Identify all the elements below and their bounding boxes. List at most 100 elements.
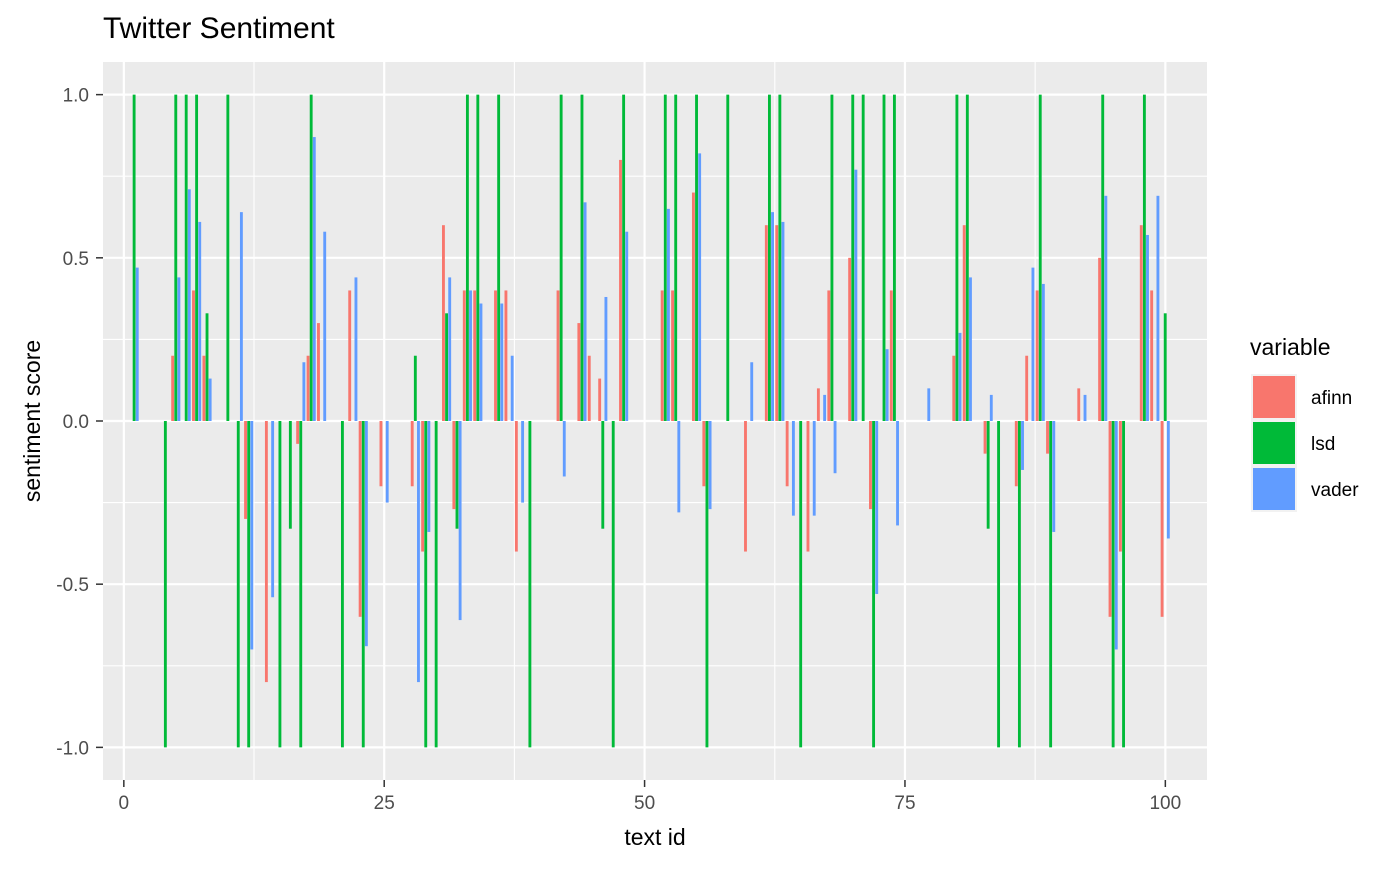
- bar-afinn-86: [1014, 421, 1018, 487]
- bar-vader-66: [812, 421, 816, 516]
- bar-afinn-96: [1118, 421, 1122, 552]
- bar-vader-28: [417, 421, 420, 683]
- bar-lsd-53: [674, 94, 678, 421]
- bar-lsd-21: [340, 421, 344, 748]
- bar-vader-67: [823, 394, 827, 421]
- bar-vader-1: [135, 267, 139, 421]
- bar-vader-80: [958, 332, 962, 421]
- bar-lsd-47: [611, 421, 615, 748]
- x-tick-label: 50: [634, 793, 655, 814]
- bar-afinn-19: [317, 323, 320, 421]
- bar-vader-63: [781, 221, 785, 421]
- y-tick-label: 1.0: [63, 86, 89, 107]
- bar-vader-77: [927, 388, 931, 421]
- bar-lsd-42: [559, 94, 563, 421]
- bar-lsd-6: [184, 94, 188, 421]
- bar-vader-8: [208, 378, 212, 421]
- bar-lsd-63: [778, 94, 782, 421]
- bar-vader-36: [500, 303, 504, 421]
- legend-swatch-vader: [1253, 468, 1295, 510]
- x-tick-label: 75: [894, 793, 915, 814]
- bar-lsd-100: [1163, 313, 1167, 421]
- bar-lsd-73: [882, 94, 886, 421]
- bar-afinn-55: [691, 192, 695, 421]
- bar-vader-17: [302, 362, 306, 421]
- bar-afinn-31: [442, 225, 445, 421]
- bar-vader-100: [1166, 421, 1170, 539]
- bar-lsd-72: [872, 421, 876, 748]
- bar-lsd-4: [163, 421, 167, 748]
- bar-vader-56: [708, 421, 712, 510]
- bar-vader-64: [791, 421, 795, 516]
- bar-vader-83: [989, 394, 993, 421]
- bar-afinn-53: [671, 290, 675, 421]
- bar-vader-18: [312, 137, 316, 421]
- bar-afinn-70: [848, 257, 852, 421]
- bar-lsd-23: [361, 421, 365, 748]
- bar-lsd-80: [955, 94, 959, 421]
- bar-lsd-39: [528, 421, 532, 748]
- x-axis-label: text id: [624, 824, 685, 850]
- bar-lsd-11: [236, 421, 240, 748]
- bar-afinn-98: [1139, 225, 1143, 421]
- x-tick-label: 25: [374, 793, 395, 814]
- bar-vader-6: [187, 189, 191, 421]
- bar-afinn-100: [1160, 421, 1164, 617]
- bar-afinn-17: [296, 421, 300, 444]
- bar-vader-95: [1114, 421, 1118, 650]
- bar-lsd-8: [205, 313, 209, 421]
- bar-lsd-31: [445, 313, 449, 421]
- bar-vader-31: [448, 277, 452, 421]
- bar-lsd-10: [226, 94, 230, 421]
- bar-afinn-52: [660, 290, 664, 421]
- bar-vader-48: [625, 231, 629, 421]
- y-tick-label: -1.0: [56, 738, 89, 759]
- bar-lsd-1: [132, 94, 136, 421]
- bar-afinn-63: [775, 225, 779, 421]
- bar-lsd-29: [424, 421, 428, 748]
- bar-afinn-87: [1025, 355, 1029, 421]
- x-tick-label: 0: [119, 793, 130, 814]
- bar-afinn-28: [410, 421, 414, 487]
- bar-afinn-34: [473, 290, 477, 421]
- bar-vader-62: [771, 212, 774, 421]
- bar-afinn-22: [348, 290, 352, 421]
- legend-label-vader: vader: [1311, 480, 1359, 501]
- bar-vader-89: [1052, 421, 1056, 532]
- bar-vader-5: [177, 277, 181, 421]
- bar-vader-55: [698, 153, 702, 421]
- bar-vader-14: [271, 421, 275, 598]
- bar-lsd-81: [965, 94, 969, 421]
- bar-vader-38: [521, 421, 525, 503]
- bar-vader-87: [1031, 267, 1035, 421]
- bar-afinn-64: [785, 421, 789, 487]
- major-gridlines: [103, 62, 1207, 780]
- bar-lsd-52: [663, 94, 667, 421]
- bar-lsd-95: [1111, 421, 1115, 748]
- bar-afinn-89: [1046, 421, 1049, 454]
- bar-vader-92: [1083, 394, 1087, 421]
- bar-afinn-23: [358, 421, 362, 617]
- bar-vader-44: [583, 202, 587, 421]
- bar-lsd-56: [705, 421, 709, 748]
- bar-lsd-55: [695, 94, 698, 421]
- bar-lsd-71: [861, 94, 865, 421]
- bar-lsd-98: [1142, 94, 1146, 421]
- bar-vader-46: [604, 296, 608, 421]
- bar-lsd-88: [1038, 94, 1042, 421]
- bar-vader-81: [969, 277, 972, 421]
- bar-afinn-14: [264, 421, 268, 683]
- bar-afinn-88: [1035, 290, 1039, 421]
- legend-title: variable: [1250, 334, 1331, 360]
- bar-afinn-68: [827, 290, 831, 421]
- bar-vader-99: [1156, 195, 1160, 421]
- bar-afinn-60: [744, 421, 747, 552]
- x-tick-label: 100: [1149, 793, 1181, 814]
- bar-afinn-7: [192, 290, 195, 421]
- bar-lsd-18: [309, 94, 313, 421]
- bar-afinn-12: [244, 421, 247, 519]
- bar-lsd-32: [455, 421, 459, 529]
- bar-lsd-7: [195, 94, 199, 421]
